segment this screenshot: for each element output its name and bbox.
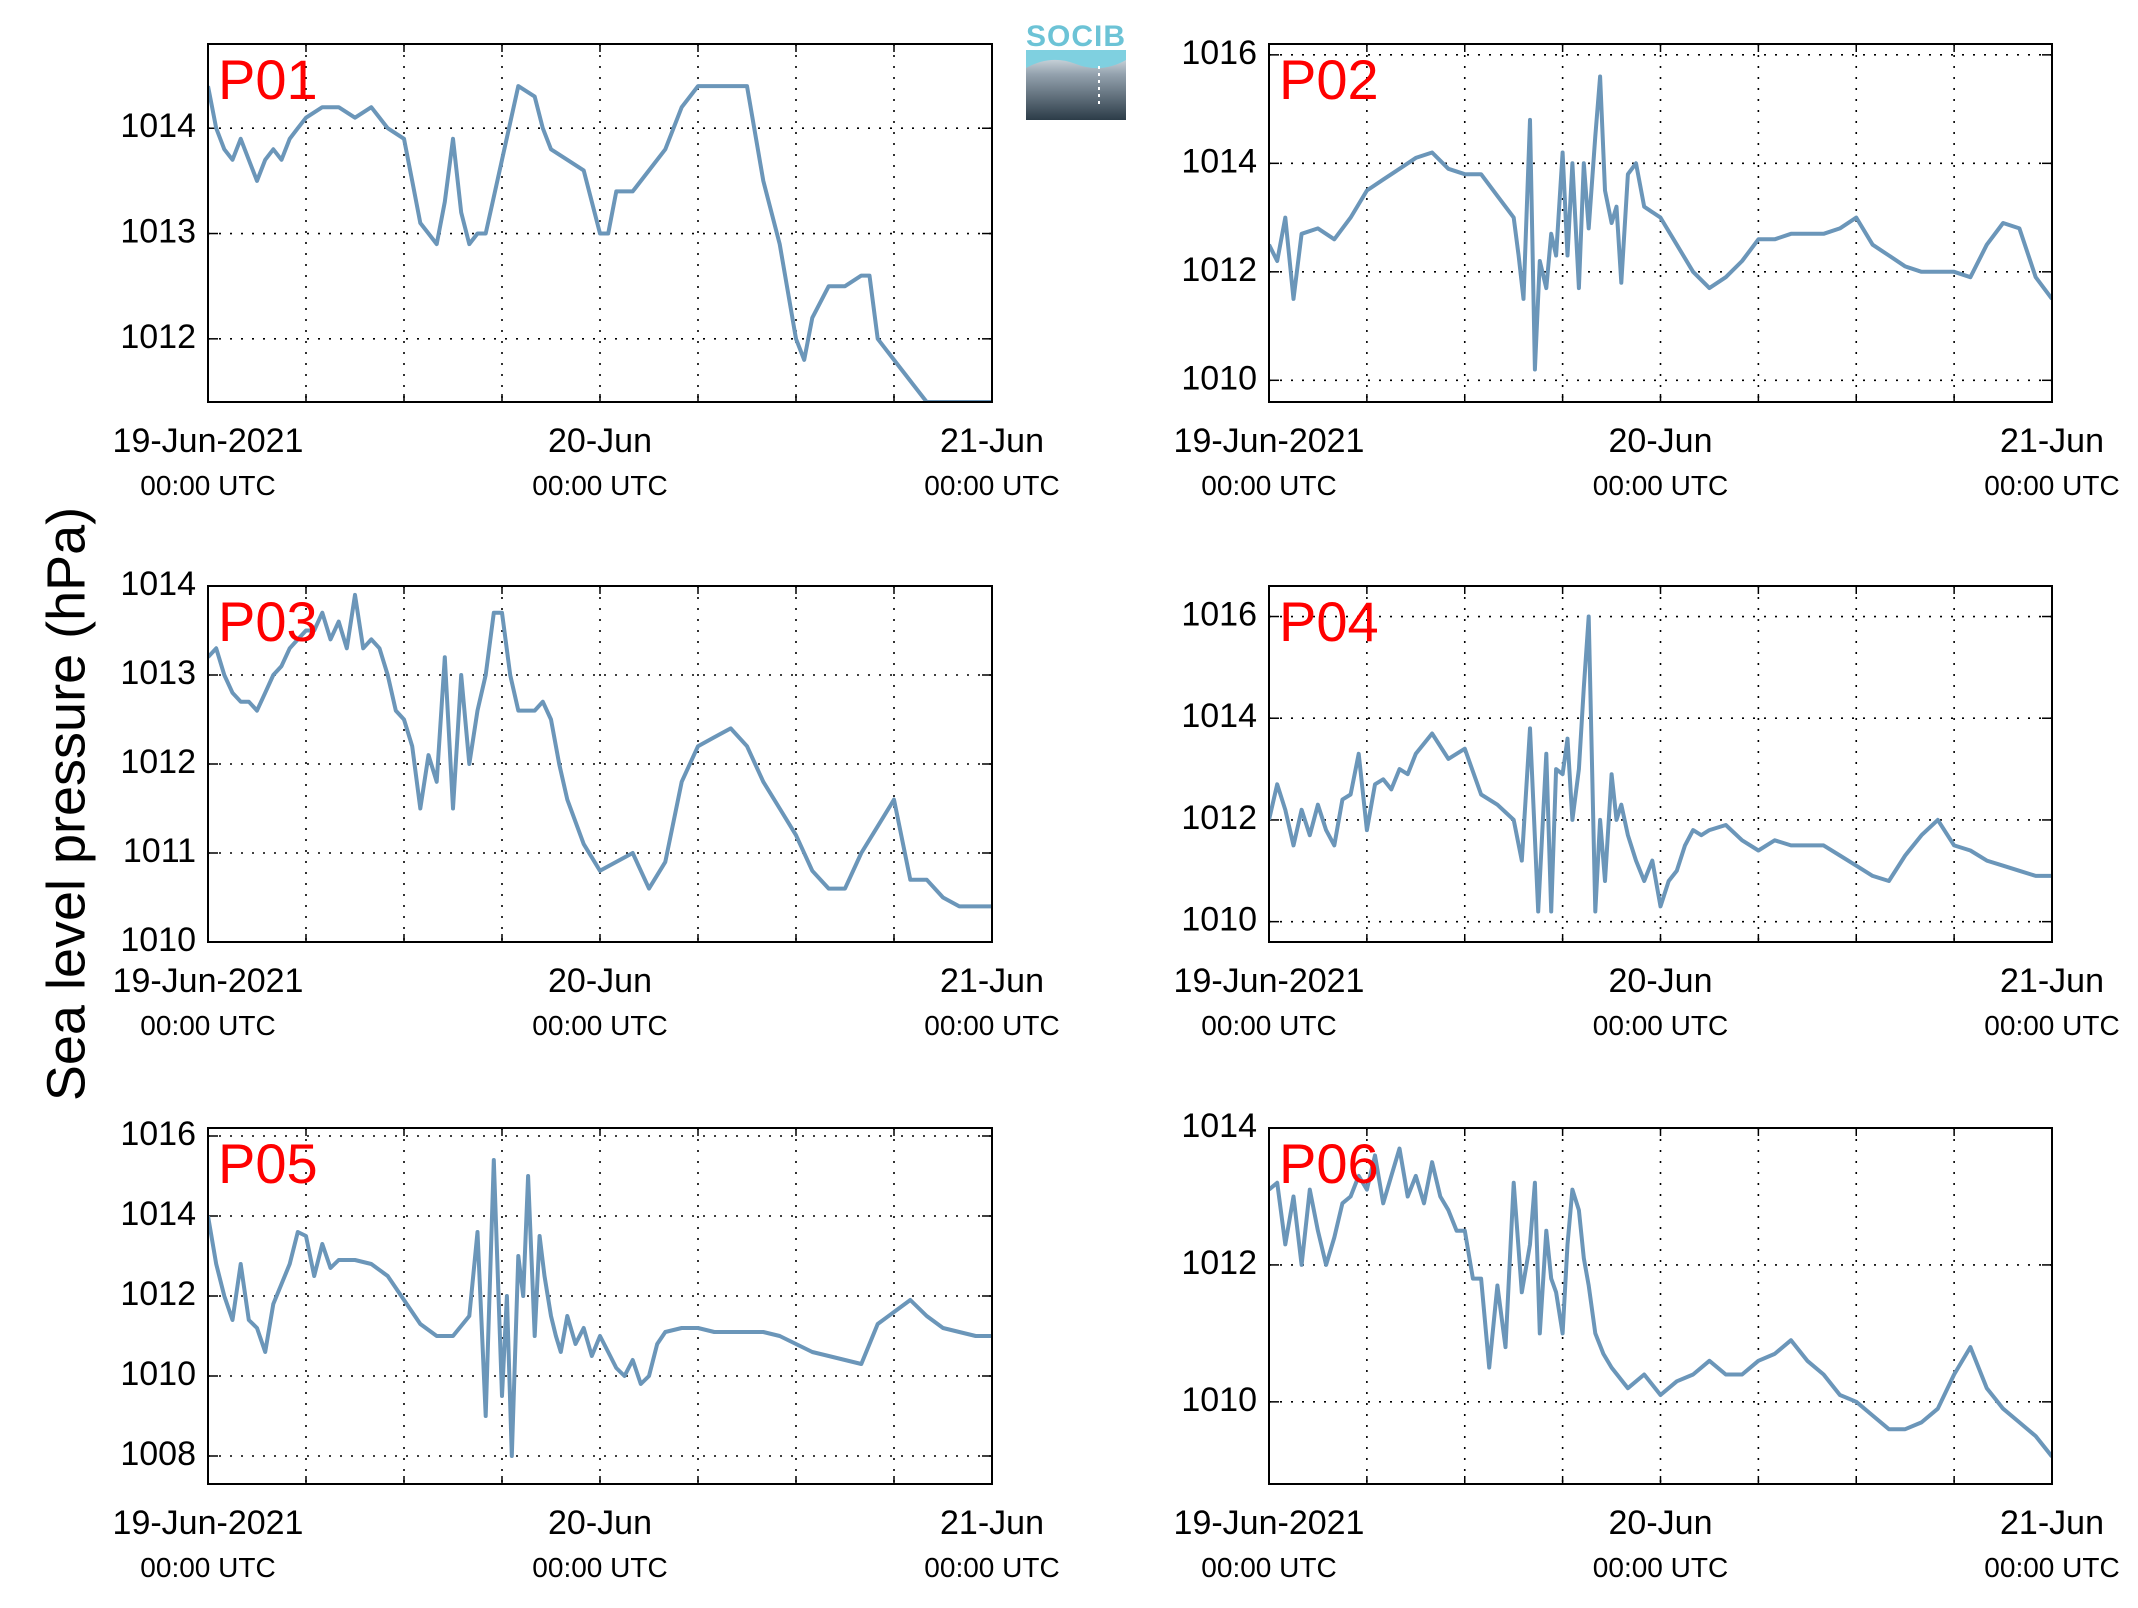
logo-text: SOCIB [1026,20,1126,53]
y-tick-label: 1010 [1181,1381,1257,1419]
x-tick-time-label: 00:00 UTC [140,1010,275,1041]
x-tick-date-label: 21-Jun [940,1504,1044,1542]
y-tick-label: 1013 [120,213,196,251]
x-tick-date-label: 21-Jun [2000,962,2104,1000]
x-tick-date-label: 20-Jun [1609,1504,1713,1542]
panel-p03: 1010 1011 1012 1013 1014 19-Jun-2021 00:00 UTC… [113,565,1060,1041]
x-tick-time-label: 00:00 UTC [1201,1552,1336,1583]
x-tick-time-label: 00:00 UTC [140,1552,275,1583]
x-tick-time-label: 00:00 UTC [1201,470,1336,501]
x-tick-date-label: 21-Jun [940,422,1044,460]
y-tick-label: 1012 [1181,1244,1257,1282]
x-tick-time-label: 00:00 UTC [1201,1010,1336,1041]
y-tick-label: 1008 [120,1435,196,1473]
axes-frame [1268,585,2053,943]
axes-frame [1268,1127,2053,1485]
y-tick-label: 1012 [120,1275,196,1313]
x-tick-time-label: 00:00 UTC [532,1010,667,1041]
x-tick-time-label: 00:00 UTC [532,470,667,501]
panel-p02: 1010 1012 1014 1016 19-Jun-2021 00:00 UTC 20-J… [1174,34,2120,501]
x-tick-date-label: 19-Jun-2021 [1174,962,1365,1000]
y-tick-label: 1016 [120,1115,196,1153]
y-tick-label: 1014 [1181,142,1257,180]
x-tick-date-label: 19-Jun-2021 [113,422,304,460]
series-line-p04 [1269,614,2052,914]
x-tick-date-label: 21-Jun [2000,1504,2104,1542]
x-tick-date-label: 20-Jun [548,422,652,460]
y-tick-label: 1012 [1181,251,1257,289]
panel-label: P06 [1279,1132,1379,1195]
panel-label: P03 [218,590,318,653]
x-tick-time-label: 00:00 UTC [532,1552,667,1583]
series-line-p01 [208,84,992,402]
x-tick-time-label: 00:00 UTC [1593,470,1728,501]
axes-frame [207,43,993,403]
y-tick-label: 1014 [120,1195,196,1233]
panel-label: P04 [1279,590,1379,653]
x-tick-date-label: 21-Jun [2000,422,2104,460]
axes-frame [207,1127,993,1485]
y-tick-label: 1013 [120,654,196,692]
y-tick-label: 1012 [1181,799,1257,837]
axes-frame [207,585,993,943]
x-tick-date-label: 19-Jun-2021 [1174,422,1365,460]
panel-p01: 1012 1013 1014 19-Jun-2021 00:00 UTC 20-Jun 00… [113,43,1060,501]
y-tick-label: 1016 [1181,595,1257,633]
x-tick-date-label: 20-Jun [1609,422,1713,460]
x-tick-time-label: 00:00 UTC [140,470,275,501]
y-tick-label: 1014 [1181,1107,1257,1145]
x-tick-time-label: 00:00 UTC [924,1010,1059,1041]
series-line-p06 [1269,1146,2052,1458]
y-tick-label: 1014 [120,565,196,603]
y-axis-label: Sea level pressure (hPa) [36,507,96,1101]
y-tick-label: 1010 [120,921,196,959]
x-tick-date-label: 20-Jun [548,962,652,1000]
x-tick-time-label: 00:00 UTC [1593,1010,1728,1041]
x-tick-date-label: 19-Jun-2021 [113,1504,304,1542]
x-tick-time-label: 00:00 UTC [1984,470,2119,501]
x-tick-date-label: 19-Jun-2021 [113,962,304,1000]
series-line-p03 [208,592,992,909]
x-tick-date-label: 20-Jun [548,1504,652,1542]
y-tick-label: 1016 [1181,34,1257,72]
y-tick-label: 1011 [123,832,196,870]
series-line-p02 [1269,74,2052,372]
x-tick-time-label: 00:00 UTC [924,470,1059,501]
axes-frame [1268,43,2053,403]
x-tick-date-label: 19-Jun-2021 [1174,1504,1365,1542]
panel-p05: 1008 1010 1012 1014 1016 19-Jun-2021 00:00 UTC… [113,1115,1060,1583]
panel-label: P05 [218,1132,318,1195]
panel-label: P01 [218,48,318,111]
y-tick-label: 1010 [120,1355,196,1393]
socib-logo: SOCIB [1026,20,1126,120]
y-tick-label: 1012 [120,743,196,781]
y-tick-label: 1012 [120,318,196,356]
x-tick-time-label: 00:00 UTC [1984,1552,2119,1583]
x-tick-date-label: 21-Jun [940,962,1044,1000]
y-tick-label: 1014 [120,107,196,145]
panel-label: P02 [1279,48,1379,111]
x-tick-time-label: 00:00 UTC [924,1552,1059,1583]
panel-p06: 1010 1012 1014 19-Jun-2021 00:00 UTC 20-Jun 00… [1174,1107,2120,1583]
x-tick-time-label: 00:00 UTC [1984,1010,2119,1041]
x-tick-date-label: 20-Jun [1609,962,1713,1000]
series-line-p05 [208,1158,992,1458]
panel-p04: 1010 1012 1014 1016 19-Jun-2021 00:00 UTC 20-J… [1174,585,2120,1041]
y-tick-label: 1014 [1181,697,1257,735]
y-tick-label: 1010 [1181,901,1257,939]
x-tick-time-label: 00:00 UTC [1593,1552,1728,1583]
y-tick-label: 1010 [1181,359,1257,397]
